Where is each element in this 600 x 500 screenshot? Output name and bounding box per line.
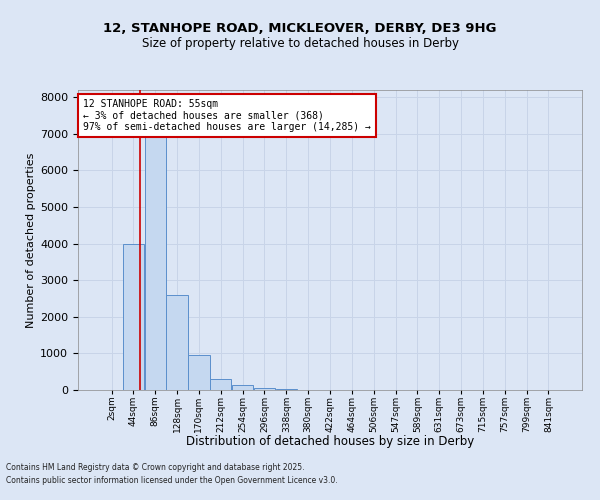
Bar — [166, 295, 188, 390]
Bar — [210, 378, 232, 390]
Bar — [232, 385, 253, 390]
Bar — [188, 355, 209, 390]
Y-axis label: Number of detached properties: Number of detached properties — [26, 152, 36, 328]
Text: 12 STANHOPE ROAD: 55sqm
← 3% of detached houses are smaller (368)
97% of semi-de: 12 STANHOPE ROAD: 55sqm ← 3% of detached… — [83, 99, 371, 132]
X-axis label: Distribution of detached houses by size in Derby: Distribution of detached houses by size … — [186, 434, 474, 448]
Bar — [123, 244, 144, 390]
Text: 12, STANHOPE ROAD, MICKLEOVER, DERBY, DE3 9HG: 12, STANHOPE ROAD, MICKLEOVER, DERBY, DE… — [103, 22, 497, 36]
Text: Contains public sector information licensed under the Open Government Licence v3: Contains public sector information licen… — [6, 476, 338, 485]
Bar — [254, 388, 275, 390]
Text: Size of property relative to detached houses in Derby: Size of property relative to detached ho… — [142, 38, 458, 51]
Bar — [145, 118, 166, 390]
Text: Contains HM Land Registry data © Crown copyright and database right 2025.: Contains HM Land Registry data © Crown c… — [6, 464, 305, 472]
